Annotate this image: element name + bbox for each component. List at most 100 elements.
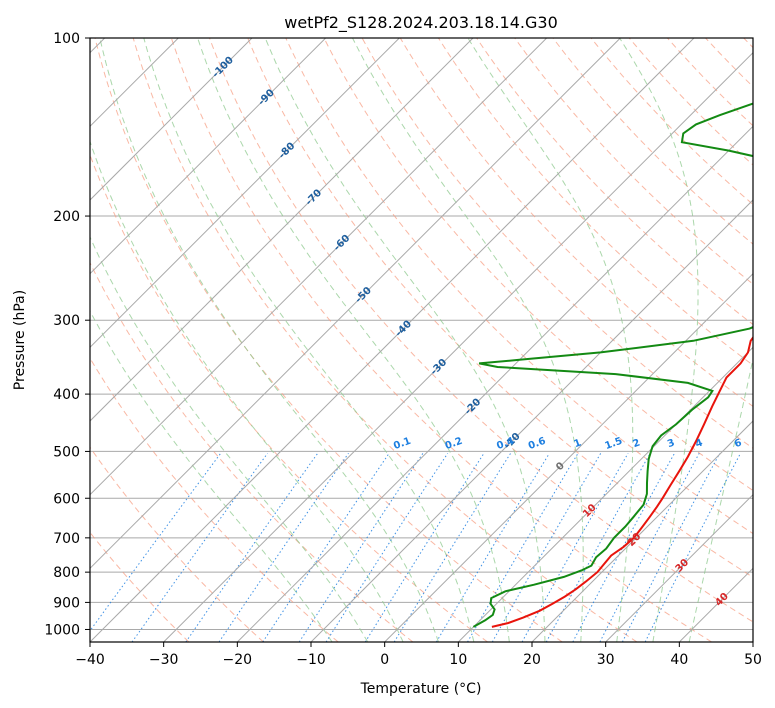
- dry-adiabat: [628, 38, 753, 166]
- mixing-ratio-line: [467, 453, 579, 642]
- isotherm-label: -70: [304, 187, 325, 208]
- x-tick-label: 0: [380, 652, 389, 668]
- mixing-ratio-line: [621, 453, 721, 642]
- mixing-ratio-label: 3: [666, 438, 676, 451]
- isotherm-line: [90, 38, 621, 570]
- y-tick-label: 800: [53, 565, 80, 581]
- x-tick-label: 30: [597, 652, 615, 668]
- y-axis-label: Pressure (hPa): [12, 290, 28, 390]
- moist-adiabat: [99, 38, 439, 642]
- x-tick-label: −40: [75, 652, 105, 668]
- isotherm-line: [90, 38, 474, 422]
- x-tick-label: 20: [523, 652, 541, 668]
- x-tick-label: 50: [744, 652, 762, 668]
- x-tick-label: 10: [449, 652, 467, 668]
- dry-adiabat: [323, 38, 753, 492]
- isotherm-line: [90, 38, 400, 349]
- mixing-ratio-label: 1.5: [604, 436, 624, 452]
- dry-adiabat: [132, 38, 638, 642]
- isotherm-label: 0: [554, 460, 567, 473]
- dry-adiabat: [514, 38, 753, 285]
- moist-adiabat: [90, 310, 333, 642]
- moist-adiabat: [688, 356, 753, 642]
- dry-adiabat: [399, 38, 753, 408]
- isotherm-line: [90, 38, 253, 201]
- x-tick-label: −10: [296, 652, 326, 668]
- y-tick-label: 500: [53, 444, 80, 460]
- mixing-ratio-label: 0.6: [527, 436, 547, 452]
- dry-adiabat: [90, 446, 264, 642]
- mixing-ratio-label: 0.1: [392, 436, 412, 452]
- isotherm-line: [384, 272, 753, 642]
- y-tick-label: 400: [53, 387, 80, 403]
- mixing-ratio-line: [298, 453, 424, 642]
- y-tick-label: 700: [53, 531, 80, 547]
- y-tick-label: 900: [53, 595, 80, 611]
- mixing-ratio-line: [218, 453, 349, 642]
- dry-adiabat: [743, 38, 753, 49]
- x-tick-label: 40: [670, 652, 688, 668]
- sounding-series: [472, 102, 753, 628]
- mixing-ratio-line: [131, 453, 269, 642]
- moist-adiabat: [90, 139, 404, 642]
- dry-adiabat: [90, 261, 414, 642]
- dry-adiabat: [476, 38, 753, 326]
- dry-adiabat: [705, 38, 753, 88]
- mixing-ratio-label: 0.2: [444, 436, 464, 452]
- mixing-ratio-line: [325, 453, 449, 642]
- moist-adiabat: [143, 38, 475, 642]
- isotherm-line: [90, 38, 548, 496]
- mixing-ratio-line: [90, 453, 222, 632]
- isotherm-line: [605, 493, 753, 642]
- isotherm-line: [310, 199, 753, 642]
- dry-adiabat: [90, 531, 190, 642]
- mixing-ratio-line: [435, 453, 550, 642]
- dry-adiabat: [247, 38, 753, 578]
- moist-adiabat: [197, 38, 510, 642]
- mixing-ratio-line: [644, 453, 741, 642]
- y-tick-label: 300: [53, 313, 80, 329]
- isotherm-label: -40: [393, 319, 414, 340]
- mixing-ratio-line: [393, 453, 512, 642]
- mixing-ratio-label: 8: [763, 438, 773, 451]
- x-tick-label: −30: [149, 652, 179, 668]
- isotherm-label: -20: [463, 397, 484, 418]
- axes: −40 −30 −20 −10 0 10 20 30 40 5010020030040050060…: [44, 31, 762, 668]
- dry-adiabat: [90, 153, 488, 642]
- moist-adiabat: [352, 38, 584, 642]
- y-tick-label: 200: [53, 209, 80, 225]
- line-labels: -100-90-80-70-60-50-40-30-20-10010203040…: [211, 55, 773, 609]
- mixing-ratio-label: 2: [631, 438, 641, 451]
- mixing-ratio-line: [364, 453, 485, 642]
- temperature-line: [491, 335, 753, 628]
- isotherm-line: [457, 346, 753, 642]
- isotherm-line: [163, 51, 753, 642]
- dry-adiabat: [437, 38, 753, 366]
- moist-adiabat: [90, 235, 369, 642]
- y-tick-label: 600: [53, 491, 80, 507]
- moist-adiabat: [467, 38, 634, 642]
- isotherm-label: -100: [211, 55, 237, 81]
- dry-adiabat: [552, 38, 753, 245]
- y-tick-label: 1000: [44, 622, 80, 638]
- dry-adiabat: [667, 38, 753, 127]
- x-axis-label: Temperature (°C): [360, 681, 482, 697]
- mixing-ratio-label: 0.4: [495, 436, 515, 452]
- isotherm-label: -80: [277, 141, 298, 162]
- isotherm-line: [90, 38, 327, 275]
- isotherm-line: [752, 641, 753, 642]
- mixing-ratio-line: [521, 453, 629, 642]
- mixing-ratio-line: [262, 453, 390, 642]
- mixing-ratio-label: 4: [694, 438, 704, 451]
- dewpoint-line: [472, 102, 753, 628]
- mixing-ratio-label: 1: [572, 438, 582, 451]
- x-tick-label: −20: [223, 652, 253, 668]
- chart-title: wetPf2_S128.2024.203.18.14.G30: [284, 13, 558, 33]
- moist-adiabat: [264, 38, 546, 642]
- isotherm-line: [236, 125, 753, 642]
- plot-frame: [89, 37, 754, 643]
- isotherm-line: [531, 420, 753, 642]
- dry-adiabat: [170, 38, 712, 642]
- background-lines: [90, 38, 753, 642]
